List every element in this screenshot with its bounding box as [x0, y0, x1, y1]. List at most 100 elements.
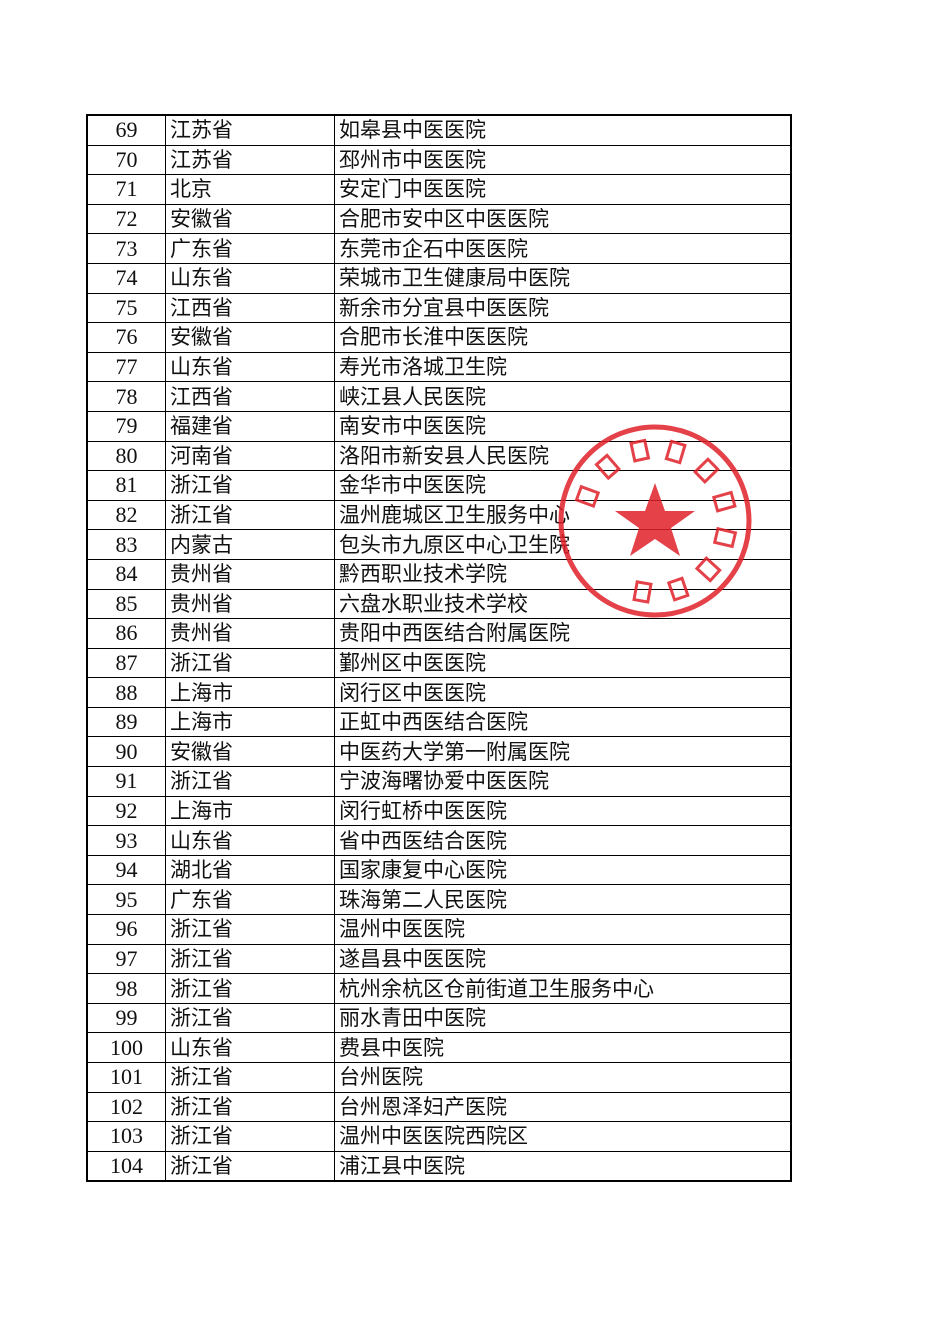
table-row: 93 山东省 省中西医结合医院	[86, 825, 792, 856]
row-number: 70	[86, 144, 166, 176]
hospital-name-cell: 新余市分宜县中医医院	[334, 292, 792, 324]
hospital-name-cell: 如皋县中医医院	[334, 114, 792, 146]
table-row: 99 浙江省 丽水青田中医院	[86, 1002, 792, 1034]
table-row: 89 上海市 正虹中西医结合医院	[86, 706, 792, 738]
row-number: 100	[86, 1032, 166, 1063]
province-cell: 安徽省	[165, 203, 335, 235]
hospital-name-cell: 温州中医医院	[334, 914, 792, 945]
province-cell: 安徽省	[165, 736, 335, 768]
row-number: 83	[86, 529, 166, 560]
hospital-name-cell: 寿光市洛城卫生院	[334, 351, 792, 383]
hospital-name-cell: 六盘水职业技术学校	[334, 588, 792, 620]
row-number: 80	[86, 440, 166, 472]
hospital-name-cell: 丽水青田中医院	[334, 1002, 792, 1034]
row-number: 96	[86, 914, 166, 945]
hospital-name-cell: 省中西医结合医院	[334, 825, 792, 856]
row-number: 75	[86, 292, 166, 324]
table-row: 92 上海市 闵行虹桥中医医院	[86, 795, 792, 827]
province-cell: 内蒙古	[165, 529, 335, 560]
province-cell: 广东省	[165, 884, 335, 916]
hospital-name-cell: 遂昌县中医医院	[334, 943, 792, 975]
row-number: 79	[86, 410, 166, 442]
hospital-name-cell: 贵阳中西医结合附属医院	[334, 618, 792, 649]
province-cell: 江苏省	[165, 144, 335, 176]
row-number: 82	[86, 499, 166, 531]
table-row: 79 福建省 南安市中医医院	[86, 410, 792, 442]
province-cell: 浙江省	[165, 1002, 335, 1034]
province-cell: 浙江省	[165, 766, 335, 797]
table-row: 102 浙江省 台州恩泽妇产医院	[86, 1091, 792, 1123]
row-number: 69	[86, 114, 166, 146]
table-row: 81 浙江省 金华市中医医院	[86, 470, 792, 501]
table-row: 88 上海市 闵行区中医医院	[86, 677, 792, 708]
province-cell: 山东省	[165, 1032, 335, 1063]
province-cell: 山东省	[165, 351, 335, 383]
row-number: 73	[86, 233, 166, 264]
table-row: 90 安徽省 中医药大学第一附属医院	[86, 736, 792, 768]
table-row: 83 内蒙古 包头市九原区中心卫生院	[86, 529, 792, 560]
row-number: 89	[86, 706, 166, 738]
province-cell: 上海市	[165, 706, 335, 738]
table-row: 80 河南省 洛阳市新安县人民医院	[86, 440, 792, 472]
table-row: 76 安徽省 合肥市长淮中医医院	[86, 322, 792, 353]
table-row: 72 安徽省 合肥市安中区中医医院	[86, 203, 792, 235]
table-row: 84 贵州省 黔西职业技术学院	[86, 558, 792, 590]
hospital-name-cell: 鄞州区中医医院	[334, 647, 792, 679]
province-cell: 浙江省	[165, 647, 335, 679]
province-cell: 贵州省	[165, 558, 335, 590]
hospital-name-cell: 邳州市中医医院	[334, 144, 792, 176]
row-number: 78	[86, 381, 166, 412]
hospital-name-cell: 珠海第二人民医院	[334, 884, 792, 916]
table-row: 77 山东省 寿光市洛城卫生院	[86, 351, 792, 383]
table-row: 74 山东省 荣城市卫生健康局中医院	[86, 262, 792, 294]
table-row: 96 浙江省 温州中医医院	[86, 914, 792, 945]
hospital-name-cell: 浦江县中医院	[334, 1150, 792, 1182]
hospital-name-cell: 闵行区中医医院	[334, 677, 792, 708]
hospital-name-cell: 洛阳市新安县人民医院	[334, 440, 792, 472]
table-row: 94 湖北省 国家康复中心医院	[86, 854, 792, 886]
hospital-name-cell: 温州鹿城区卫生服务中心	[334, 499, 792, 531]
row-number: 97	[86, 943, 166, 975]
province-cell: 贵州省	[165, 618, 335, 649]
table-row: 91 浙江省 宁波海曙协爱中医医院	[86, 766, 792, 797]
row-number: 102	[86, 1091, 166, 1123]
province-cell: 山东省	[165, 262, 335, 294]
row-number: 91	[86, 766, 166, 797]
row-number: 81	[86, 470, 166, 501]
table-row: 87 浙江省 鄞州区中医医院	[86, 647, 792, 679]
hospital-name-cell: 费县中医院	[334, 1032, 792, 1063]
hospital-name-cell: 中医药大学第一附属医院	[334, 736, 792, 768]
table-row: 97 浙江省 遂昌县中医医院	[86, 943, 792, 975]
table-row: 75 江西省 新余市分宜县中医医院	[86, 292, 792, 324]
row-number: 74	[86, 262, 166, 294]
province-cell: 北京	[165, 174, 335, 205]
province-cell: 湖北省	[165, 854, 335, 886]
row-number: 90	[86, 736, 166, 768]
hospital-name-cell: 合肥市安中区中医医院	[334, 203, 792, 235]
hospital-name-cell: 金华市中医医院	[334, 470, 792, 501]
province-cell: 浙江省	[165, 499, 335, 531]
row-number: 84	[86, 558, 166, 590]
hospital-name-cell: 台州恩泽妇产医院	[334, 1091, 792, 1123]
province-cell: 福建省	[165, 410, 335, 442]
province-cell: 山东省	[165, 825, 335, 856]
table-row: 78 江西省 峡江县人民医院	[86, 381, 792, 412]
row-number: 103	[86, 1121, 166, 1152]
row-number: 76	[86, 322, 166, 353]
province-cell: 安徽省	[165, 322, 335, 353]
row-number: 104	[86, 1150, 166, 1182]
province-cell: 上海市	[165, 677, 335, 708]
table-row: 98 浙江省 杭州余杭区仓前街道卫生服务中心	[86, 973, 792, 1004]
hospital-name-cell: 温州中医医院西院区	[334, 1121, 792, 1152]
province-cell: 浙江省	[165, 1150, 335, 1182]
province-cell: 浙江省	[165, 973, 335, 1004]
hospital-name-cell: 安定门中医医院	[334, 174, 792, 205]
hospital-name-cell: 杭州余杭区仓前街道卫生服务中心	[334, 973, 792, 1004]
row-number: 99	[86, 1002, 166, 1034]
province-cell: 上海市	[165, 795, 335, 827]
row-number: 95	[86, 884, 166, 916]
hospital-name-cell: 闵行虹桥中医医院	[334, 795, 792, 827]
row-number: 101	[86, 1062, 166, 1093]
hospital-name-cell: 国家康复中心医院	[334, 854, 792, 886]
hospital-name-cell: 包头市九原区中心卫生院	[334, 529, 792, 560]
